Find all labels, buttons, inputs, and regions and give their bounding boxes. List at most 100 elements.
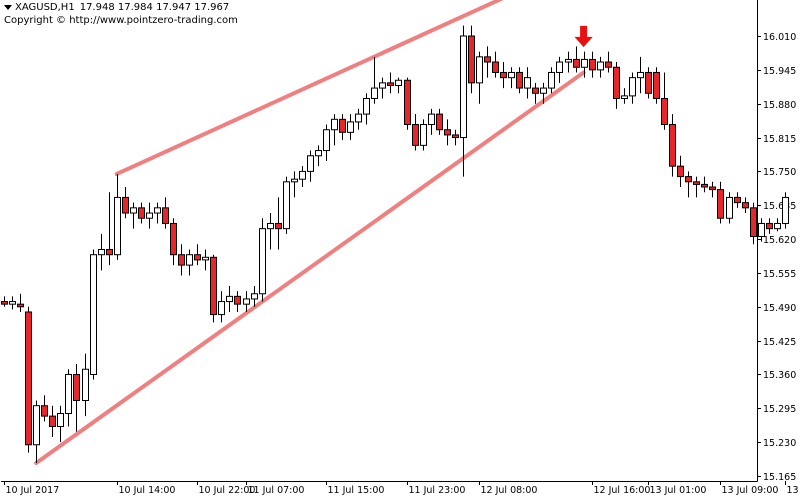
candle-body [742, 202, 749, 209]
candle [73, 364, 80, 432]
candle [154, 202, 161, 224]
candle-body [234, 295, 241, 305]
candle [565, 51, 572, 73]
candle-body [106, 248, 113, 256]
candle-body [524, 77, 531, 89]
candle [347, 114, 354, 141]
candle [283, 176, 290, 234]
candle [90, 249, 97, 380]
candle-body [1, 301, 8, 305]
candle [484, 46, 491, 78]
ohlc-low: 17.947 [156, 2, 192, 13]
candle [669, 114, 676, 177]
candle [758, 218, 765, 242]
candle [25, 306, 32, 453]
candle-body [484, 56, 491, 63]
candle-body [420, 124, 427, 146]
candle [412, 114, 419, 151]
candle [387, 72, 394, 94]
candle-body [194, 254, 201, 261]
candle-body [186, 254, 193, 266]
candle [162, 197, 169, 229]
candle [33, 400, 40, 463]
candle-body [460, 35, 467, 139]
copyright-text: Copyright © http://www.pointzero-trading… [4, 15, 238, 26]
candle-body [428, 113, 435, 126]
candle [637, 56, 644, 94]
price-tick-label: 15.685 [763, 201, 796, 212]
candle [605, 51, 612, 73]
candle [677, 155, 684, 188]
candle [621, 88, 628, 104]
candle-body [267, 222, 274, 230]
time-tick-label: 10 Jul 22:00 [199, 485, 256, 496]
candle-body [645, 71, 652, 94]
candle [1, 296, 8, 307]
candle-body [548, 71, 555, 89]
price-tick-label: 15.165 [763, 472, 796, 483]
candle [379, 77, 386, 99]
candle [218, 291, 225, 323]
candle [420, 119, 427, 151]
candle-body [210, 256, 217, 316]
candle [315, 145, 322, 167]
candle-body [259, 228, 266, 295]
candle-body [379, 82, 386, 89]
candle [726, 192, 733, 224]
candle-body [49, 415, 56, 428]
candle-body [355, 113, 362, 123]
candle [661, 72, 668, 130]
candle [226, 285, 233, 312]
candle-body [621, 95, 628, 99]
chart-info-header: XAGUSD,H1 17.948 17.984 17.947 17.967 [4, 2, 229, 13]
candle-body [508, 71, 515, 79]
candle [234, 291, 241, 312]
candle-body [146, 212, 153, 219]
candle [82, 353, 89, 417]
candle-body [782, 196, 789, 224]
candle-body [130, 207, 137, 214]
candle-body [766, 222, 773, 230]
candle [339, 114, 346, 141]
candle-body [685, 176, 692, 183]
candle [331, 114, 338, 146]
sell-arrow-icon [574, 25, 593, 48]
candle-body [90, 254, 97, 375]
ohlc-open: 17.948 [79, 2, 115, 13]
candle [629, 72, 636, 104]
candle [742, 197, 749, 214]
candle [395, 77, 402, 94]
candle [540, 82, 547, 104]
candle [653, 67, 660, 104]
candle [492, 51, 499, 78]
candle-body [516, 71, 523, 89]
candle-body [677, 165, 684, 178]
ohlc-close: 17.967 [194, 2, 230, 13]
candle [259, 218, 266, 302]
price-tick-label: 15.230 [763, 438, 796, 449]
candle [371, 56, 378, 104]
candle [436, 108, 443, 135]
candle-body [726, 196, 733, 219]
candle [194, 244, 201, 266]
candle-body [162, 207, 169, 224]
candle-body [476, 56, 483, 84]
candle [500, 62, 507, 89]
candle-body [532, 87, 539, 94]
candle [9, 296, 16, 310]
candle [460, 25, 467, 177]
candle-body [500, 71, 507, 79]
candle-body [597, 61, 604, 71]
candle-body [315, 150, 322, 157]
dropdown-triangle-icon[interactable] [4, 4, 12, 10]
candle-body [347, 121, 354, 133]
candle-body [371, 87, 378, 99]
candle [122, 187, 129, 219]
candle-body [387, 82, 394, 86]
candle-body [556, 61, 563, 73]
candle-body [395, 79, 402, 86]
candle [766, 218, 773, 234]
candle [57, 405, 64, 443]
candle [581, 51, 588, 78]
